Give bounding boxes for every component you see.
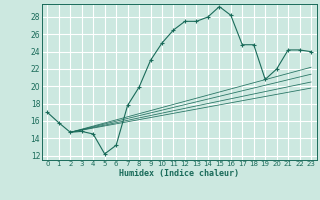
X-axis label: Humidex (Indice chaleur): Humidex (Indice chaleur) (119, 169, 239, 178)
